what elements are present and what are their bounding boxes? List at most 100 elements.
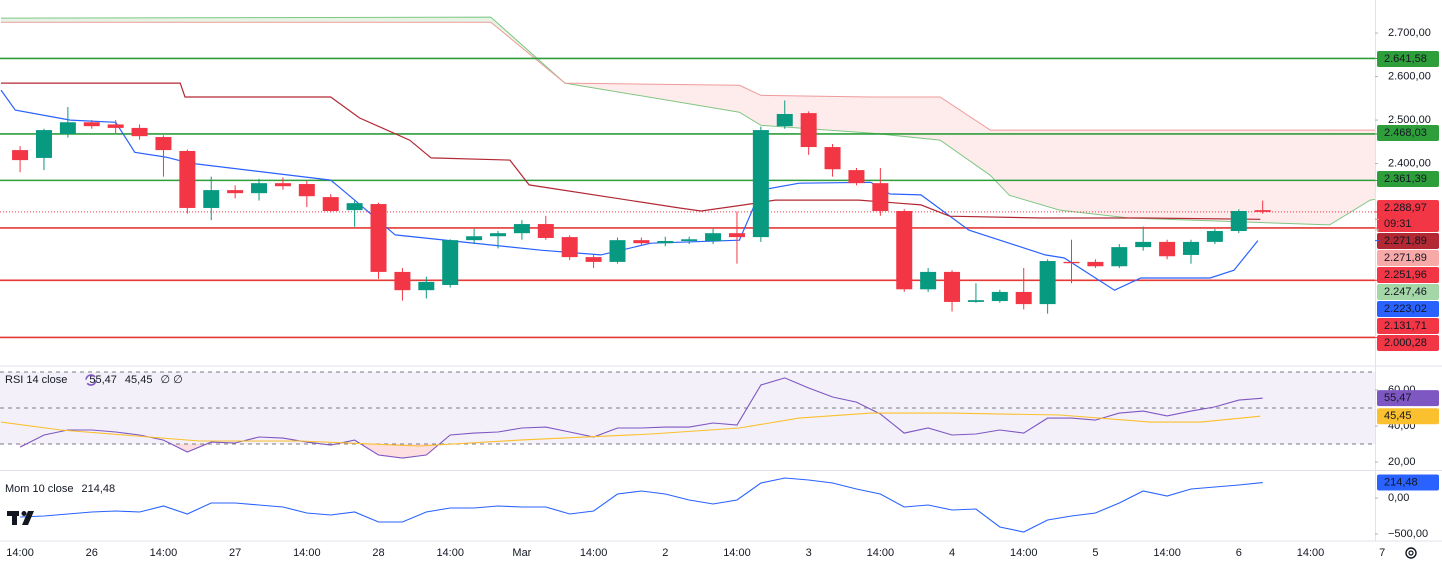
indicator-line (1, 82, 1261, 220)
rsi-pane (0, 371, 1375, 459)
candle-body (561, 237, 578, 258)
x-tick-label: 6 (1236, 547, 1242, 559)
x-tick-label: 3 (806, 547, 812, 559)
indicator-line (20, 477, 1263, 533)
price-label-box (1377, 301, 1439, 317)
indicator-value: 55,47 (89, 374, 117, 386)
indicator-status: ∅ ∅ (160, 374, 182, 386)
cloud-segment (1370, 130, 1375, 201)
candle-body (657, 241, 674, 244)
cloud-segment (870, 97, 941, 141)
candle-body (322, 197, 339, 212)
indicator-line (0, 412, 1261, 447)
price-label-box (1377, 284, 1439, 300)
candle-body (752, 130, 769, 238)
price-label: 2.247,46 (1384, 286, 1427, 298)
candle-body (155, 137, 172, 151)
countdown: 09:31 (1384, 218, 1412, 230)
x-tick-label: 14:00 (723, 547, 751, 559)
candle-body (418, 281, 435, 291)
cloud-segment (1059, 130, 1129, 218)
x-tick-label: 14:00 (1153, 547, 1181, 559)
price-label: 2.271,89 (1384, 235, 1427, 247)
cloud-segment (1009, 130, 1060, 211)
x-tick-label: 26 (86, 547, 98, 559)
x-tick-label: 14:00 (867, 547, 895, 559)
candle-body (728, 233, 745, 238)
price-label-box (1377, 171, 1439, 187)
tv-logo (7, 511, 34, 525)
candle-body (800, 113, 817, 148)
indicator-title: Mom 10 close (5, 483, 73, 495)
indicator-value: 214,48 (81, 483, 115, 495)
settings-icon[interactable] (1405, 547, 1417, 559)
cloud-segment (1128, 130, 1330, 225)
price-label-box (1377, 318, 1439, 334)
candle-body (107, 124, 124, 128)
candle-body (824, 147, 841, 170)
indicator-value: 45,45 (125, 374, 153, 386)
price-label-box (1377, 233, 1439, 249)
candle-body (490, 233, 507, 237)
candle-body (274, 183, 291, 187)
candle-body (1111, 247, 1128, 267)
x-tick-label: 14:00 (6, 547, 34, 559)
x-tick-label: 14:00 (436, 547, 464, 559)
value-box (1377, 408, 1439, 425)
value-box (1377, 390, 1439, 407)
x-tick-label: 14:00 (1010, 547, 1038, 559)
candle-body (513, 224, 530, 234)
x-tick-label: 5 (1092, 547, 1098, 559)
x-tick-label: 14:00 (293, 547, 321, 559)
value-box-label: 45,45 (1384, 410, 1412, 422)
price-label-box (1377, 250, 1439, 266)
candle-body (896, 211, 913, 290)
price-label-box (1377, 125, 1439, 141)
x-tick-label: 14:00 (1297, 547, 1325, 559)
y-tick-label: 2.600,00 (1388, 70, 1431, 82)
candle-body (537, 224, 554, 238)
indicator-line (19, 377, 1263, 459)
candle-body (967, 300, 984, 302)
candle-body (83, 122, 100, 127)
x-tick-label: 28 (372, 547, 384, 559)
value-box-label: 55,47 (1384, 392, 1412, 404)
rsi-settings-icon[interactable] (85, 374, 97, 386)
price-label: 2.361,39 (1384, 173, 1427, 185)
price-label: 2.131,71 (1384, 320, 1427, 332)
candle-body (227, 190, 244, 194)
x-tick-label: 27 (229, 547, 241, 559)
value-box-label: 214,48 (1384, 476, 1418, 488)
candle-body (609, 240, 626, 262)
y-tick-label: −500,00 (1388, 528, 1428, 540)
candle-body (131, 127, 148, 137)
price-label: 2.288,97 (1384, 202, 1427, 214)
candle-body (1206, 231, 1223, 242)
y-tick-label: 0,00 (1388, 492, 1409, 504)
y-tick-label: 2.700,00 (1388, 27, 1431, 39)
candle-body (681, 239, 698, 242)
price-label-box (1377, 267, 1439, 283)
indicator-line (0, 89, 1259, 291)
price-label-box (1377, 200, 1439, 232)
cloud-span-a (0, 16, 1375, 226)
candle-body (872, 183, 889, 212)
x-tick-label: 2 (662, 547, 668, 559)
price-label-box (1377, 51, 1439, 67)
candle-body (705, 233, 722, 242)
candle-body (585, 257, 602, 262)
candle-body (203, 190, 220, 208)
cloud-segment (940, 97, 991, 176)
candle-body (1182, 241, 1199, 255)
candle-body (179, 150, 196, 208)
candle-body (1230, 211, 1247, 232)
x-tick-label: 14:00 (580, 547, 608, 559)
candle-body (12, 150, 29, 161)
price-label-box (1377, 335, 1439, 351)
main-pane (0, 16, 1375, 339)
candle-body (1039, 261, 1056, 305)
price-label: 2.641,58 (1384, 53, 1427, 65)
y-tick-label: 2.400,00 (1388, 157, 1431, 169)
